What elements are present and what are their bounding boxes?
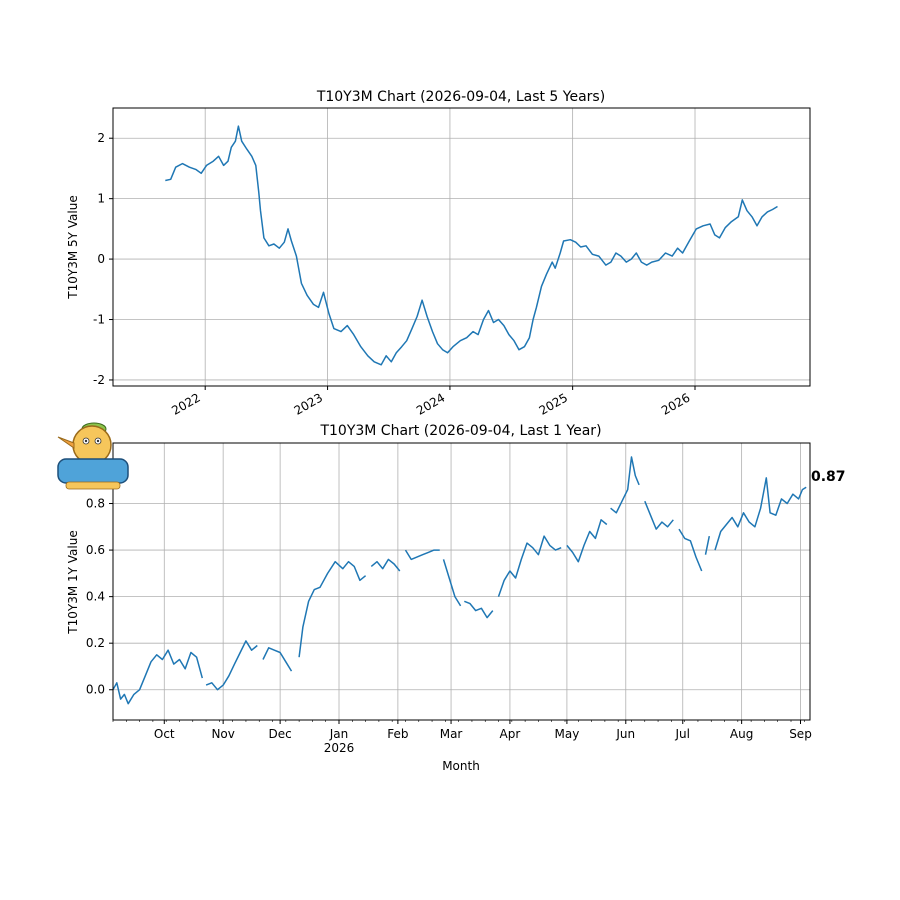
- x-tick-label: Oct: [154, 727, 175, 741]
- series-segment: [464, 600, 494, 619]
- y-tick-label: -1: [93, 313, 105, 327]
- y-tick-label: 0.8: [86, 497, 105, 511]
- x-tick-label: Jan: [329, 727, 349, 741]
- series-line-1y: [112, 456, 807, 705]
- series-segment: [205, 640, 258, 691]
- plot-frame: [112, 107, 811, 387]
- x-tick-label: Dec: [269, 727, 292, 741]
- y-tick-label: 0.4: [86, 590, 105, 604]
- x-tick-label: Sep: [789, 727, 812, 741]
- y-tick-label: 0.2: [86, 636, 105, 650]
- x-tick-label: Mar: [440, 727, 463, 741]
- x-tick-label: Jul: [675, 727, 690, 741]
- x-tick-label: Apr: [500, 727, 521, 741]
- last-value-label: 0.87: [811, 469, 846, 485]
- grid-lines: [113, 443, 810, 720]
- series-segment: [112, 649, 204, 705]
- y-tick-label: 0.6: [86, 543, 105, 557]
- series-segment: [497, 535, 562, 597]
- x-axis-label: Month: [442, 759, 480, 773]
- series-segment: [566, 519, 608, 563]
- irvine-logo: [57, 422, 129, 490]
- y-tick-label: 1: [97, 192, 105, 206]
- series-segment: [262, 647, 293, 672]
- y-axis-label: T10Y3M 5Y Value: [66, 195, 80, 299]
- chart-1-year: T10Y3M Chart (2026-09-04, Last 1 Year) T…: [66, 423, 846, 773]
- x-tick-label: Jun: [615, 727, 635, 741]
- y-axis-label: T10Y3M 1Y Value: [66, 530, 80, 634]
- year-label: 2026: [324, 741, 355, 755]
- grid-lines: [113, 108, 810, 386]
- y-tick-label: 0.0: [86, 683, 105, 697]
- x-tick-label: Nov: [211, 727, 234, 741]
- x-tick-label: Feb: [387, 727, 408, 741]
- series-segment: [370, 558, 401, 572]
- series-segment: [704, 535, 711, 555]
- axis-ticks: 0.0 0.2 0.4 0.6 0.8 Oct Nov Dec Jan Feb Mar Apr May J…: [86, 497, 812, 741]
- series-segment: [714, 477, 807, 551]
- x-tick-label: May: [554, 727, 579, 741]
- chart-title: T10Y3M Chart (2026-09-04, Last 5 Years): [316, 89, 605, 105]
- chart-5-year: T10Y3M Chart (2026-09-04, Last 5 Years) …: [66, 89, 811, 418]
- series-segment: [644, 500, 674, 530]
- y-tick-label: 2: [97, 131, 105, 145]
- series-segment: [298, 560, 367, 658]
- series-segment: [442, 559, 462, 607]
- y-tick-label: -2: [93, 373, 105, 387]
- y-tick-label: 0: [97, 252, 105, 266]
- series-line-5y: [165, 125, 778, 366]
- plot-frame: [112, 442, 811, 721]
- x-tick-label: Aug: [730, 727, 753, 741]
- chart-title: T10Y3M Chart (2026-09-04, Last 1 Year): [319, 423, 601, 439]
